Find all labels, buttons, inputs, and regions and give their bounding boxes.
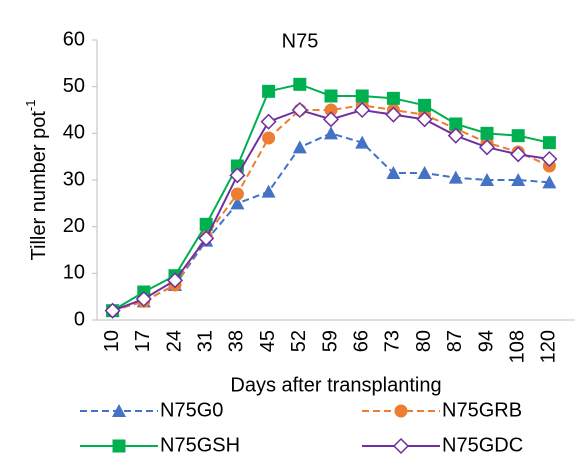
marker [355,89,369,103]
marker [229,167,246,184]
legend-label: N75GRB [442,399,522,421]
marker [199,217,213,231]
legend-marker [392,437,410,455]
marker [354,101,371,119]
marker [542,136,556,150]
legend-entry: N75GSH [80,434,240,456]
y-axis-label-superscript: -1 [23,100,38,112]
x-tick-label: 59 [319,330,341,352]
legend-entry: N75G0 [80,399,223,421]
legend-marker [112,404,126,417]
marker [511,173,526,186]
marker [480,126,494,140]
marker [324,89,338,103]
x-tick-label: 108 [506,330,528,363]
marker [324,126,338,140]
marker [261,184,276,198]
marker [135,290,152,308]
legend-marker [112,439,126,453]
x-tick-label: 73 [382,330,404,352]
marker [386,91,400,105]
y-tick-label: 20 [63,215,85,237]
x-tick-label: 120 [538,330,560,363]
x-tick-label: 66 [350,330,372,352]
marker [293,77,307,91]
x-tick-label: 17 [132,330,154,352]
series-line [112,104,550,312]
marker [292,140,307,154]
marker [542,175,557,189]
y-axis-label-main: Tiller number pot [28,111,50,261]
marker [417,166,432,179]
marker [416,111,433,128]
x-tick-label: 31 [194,330,216,352]
marker [262,84,276,98]
x-tick-label: 52 [288,330,310,352]
x-tick-label: 80 [413,330,435,352]
x-tick-label: 87 [444,330,466,352]
legend-label: N75GSH [160,434,240,456]
marker [166,272,184,289]
y-tick-label: 30 [63,168,85,190]
marker [324,103,338,117]
legend-label: N75GDC [442,434,523,456]
x-tick-label: 45 [257,330,279,352]
marker [355,135,370,149]
y-axis-label-group: Tiller number pot-1 [23,100,50,261]
marker [386,166,401,179]
marker [260,113,277,130]
marker [230,196,245,210]
x-tick-label: 10 [101,330,123,352]
y-tick-label: 0 [74,308,85,330]
marker [541,150,558,168]
marker [291,101,308,119]
y-axis-label: Tiller number pot-1 [23,100,50,261]
legend-entry: N75GDC [362,434,523,456]
chart-title: N75 [282,30,319,52]
x-axis-label: Days after transplanting [230,374,441,396]
marker [104,302,121,319]
marker [511,129,525,143]
x-tick-label: 94 [475,330,497,352]
legend-entry: N75GRB [362,399,522,421]
marker [262,131,276,145]
x-tick-label: 38 [226,330,248,352]
legend-label: N75G0 [160,399,223,421]
marker [447,127,464,144]
y-tick-label: 50 [63,75,85,97]
y-tick-label: 40 [63,122,85,144]
marker [480,173,494,186]
marker [230,187,244,201]
marker [448,170,463,184]
y-tick-label: 60 [63,28,85,50]
marker [449,117,463,131]
marker [478,139,496,156]
legend-marker [394,404,408,418]
marker [385,106,402,123]
marker [510,146,527,163]
marker [418,98,432,112]
marker [198,230,215,247]
marker [322,111,340,128]
x-tick-label: 24 [163,330,185,352]
y-tick-label: 10 [63,262,85,284]
